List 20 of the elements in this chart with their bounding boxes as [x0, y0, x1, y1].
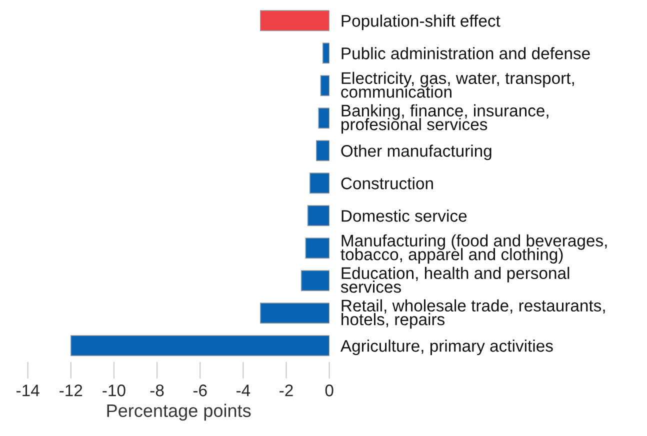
- y-tick-label: Retail, wholesale trade, restaurants, hotels, repairs: [342, 299, 605, 329]
- x-tick-label: -8: [150, 384, 164, 396]
- x-tick-label: -4: [236, 384, 250, 396]
- y-tick-label: Education, health and personal services: [340, 266, 570, 293]
- x-tick-label: -6: [193, 384, 207, 396]
- y-tick-label: Electricity, gas, water, transport, communication: [341, 72, 574, 98]
- y-tick-label: Agriculture, primary activities: [340, 340, 553, 356]
- x-tick-label: -10: [102, 384, 126, 396]
- y-tick-label: Other manufacturing: [341, 144, 492, 160]
- x-tick-label: -14: [16, 384, 40, 396]
- y-tick-label: Public administration and defense: [342, 47, 590, 60]
- x-tick-label: -12: [60, 384, 82, 396]
- y-tick-label: Construction: [341, 177, 433, 190]
- y-tick-label: Domestic service: [342, 210, 467, 222]
- y-tick-label: Population-shift effect: [342, 14, 500, 30]
- x-tick-label: 0: [325, 384, 334, 396]
- x-axis-title: Percentage points: [107, 404, 251, 421]
- x-tick-label: -2: [280, 384, 293, 396]
- y-tick-label: Banking, finance, insurance, profesional services: [342, 104, 548, 134]
- y-tick-label: Manufacturing (food and beverages, tobacco, apparel and clothing): [340, 234, 607, 264]
